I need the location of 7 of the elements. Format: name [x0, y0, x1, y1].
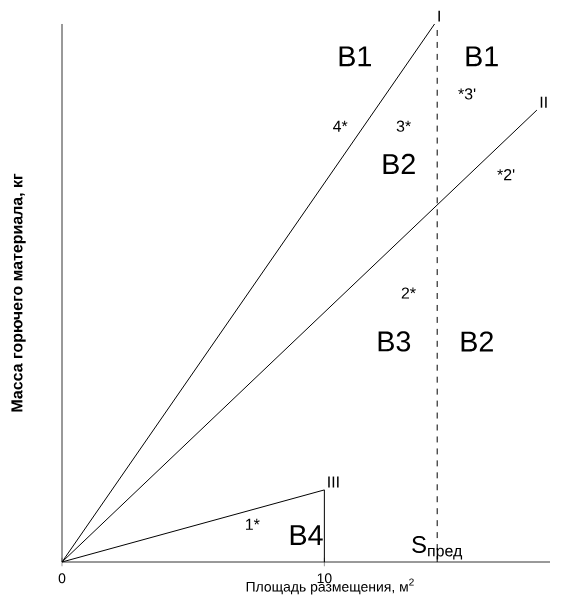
annotation: B2 — [383, 153, 415, 174]
annotation: B4 — [290, 525, 323, 545]
ref-line-label: S$_{пред}$ — [412, 536, 463, 560]
annotation: B1 — [466, 46, 498, 67]
annotation: B1 — [339, 46, 371, 67]
annotation: B3 — [378, 331, 411, 352]
annotation: B2 — [461, 331, 493, 352]
